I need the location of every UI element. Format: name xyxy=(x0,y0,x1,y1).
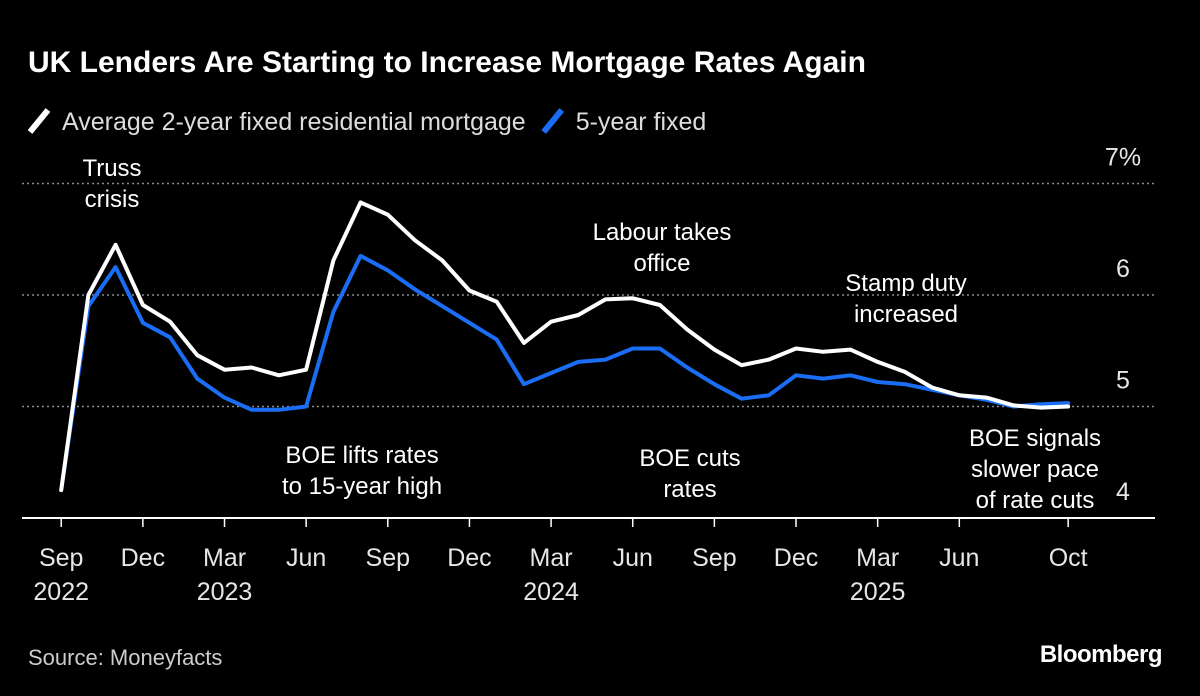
y-tick-label: 4 xyxy=(1116,478,1130,506)
annotation: office xyxy=(634,250,691,277)
x-tick-label: Jun xyxy=(613,544,653,572)
x-tick-label: 2022 xyxy=(33,578,89,606)
annotation: crisis xyxy=(85,186,140,213)
legend-label: 5-year fixed xyxy=(576,108,707,136)
x-tick-label: 2025 xyxy=(850,578,906,606)
annotation: BOE lifts rates xyxy=(285,442,438,469)
y-tick-label: 5 xyxy=(1116,366,1130,394)
x-tick-label: Dec xyxy=(121,544,165,572)
x-tick-label: Sep xyxy=(366,544,410,572)
annotation: slower pace xyxy=(971,456,1099,483)
annotation: increased xyxy=(854,301,958,328)
annotation: rates xyxy=(663,476,716,503)
x-tick-label: Jun xyxy=(939,544,979,572)
x-tick-label: Dec xyxy=(447,544,491,572)
x-tick-label: Sep xyxy=(692,544,736,572)
series-line xyxy=(59,253,1071,493)
y-tick-label: 7% xyxy=(1105,143,1141,171)
annotation: BOE signals xyxy=(969,425,1101,452)
x-tick-label: Sep xyxy=(39,544,83,572)
x-tick-label: 2024 xyxy=(523,578,579,606)
x-tick-label: Jun xyxy=(286,544,326,572)
annotation: BOE cuts xyxy=(639,445,740,472)
annotation: Labour takes xyxy=(593,219,732,246)
x-tick-label: Mar xyxy=(856,544,899,572)
x-tick-label: Mar xyxy=(203,544,246,572)
series-line xyxy=(59,200,1071,493)
annotation: Stamp duty xyxy=(845,270,966,297)
legend-swatch xyxy=(27,108,51,134)
annotation: to 15-year high xyxy=(282,473,442,500)
legend-swatch xyxy=(541,108,565,134)
x-tick-label: Dec xyxy=(774,544,818,572)
chart-title: UK Lenders Are Starting to Increase Mort… xyxy=(28,46,866,79)
y-tick-label: 6 xyxy=(1116,255,1130,283)
annotation: of rate cuts xyxy=(976,487,1095,514)
x-tick-label: Oct xyxy=(1049,544,1088,572)
legend-label: Average 2-year fixed residential mortgag… xyxy=(62,108,526,136)
x-tick-label: 2023 xyxy=(197,578,253,606)
x-tick-label: Mar xyxy=(530,544,573,572)
source: Source: Moneyfacts xyxy=(28,645,222,670)
annotation: Truss xyxy=(82,155,141,182)
brand-logo: Bloomberg xyxy=(1040,641,1162,668)
